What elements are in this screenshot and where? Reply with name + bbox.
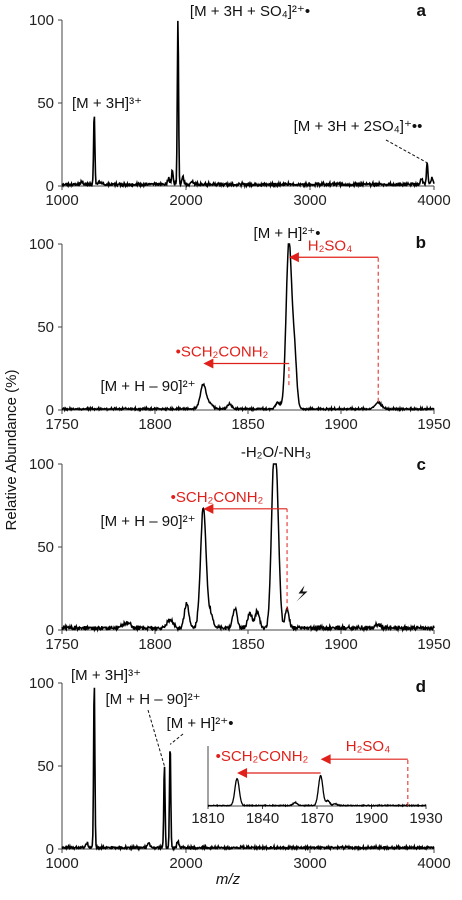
panel-b-y-tick-label: 0 xyxy=(46,402,54,419)
inset-x-tick-label: 1810 xyxy=(191,810,224,827)
panel-b-x-tick-label: 1750 xyxy=(45,416,78,433)
panel-b-label-m90: [M + H – 90]²⁺ xyxy=(100,378,195,395)
panel-c-lightning-icon xyxy=(296,585,308,602)
panel-a: 1000 2000 3000 4000 0 50 100 a [M + 3H + SO₄]²⁺•… xyxy=(29,1,451,209)
panel-b-label-mh: [M + H]²⁺• xyxy=(254,225,321,242)
panel-a-x-tick-label: 1000 xyxy=(45,192,78,209)
panel-d-y-tick-label: 0 xyxy=(46,841,54,858)
panel-a-label-sulfate: [M + 3H + SO₄]²⁺• xyxy=(190,3,310,20)
panel-d-leader-mh xyxy=(169,733,184,745)
panel-c-label-m90: [M + H – 90]²⁺ xyxy=(100,513,195,530)
inset-h2so4-label: H₂SO₄ xyxy=(346,738,390,755)
panel-c-sch-arrow-head xyxy=(203,503,214,514)
panel-d-x-tick-label: 2000 xyxy=(169,855,202,872)
panel-d-leader-m90 xyxy=(147,709,165,767)
panel-b-h2so4-arrow-label: H₂SO₄ xyxy=(308,237,352,254)
panel-c-x-tick-label: 1750 xyxy=(45,636,78,653)
panel-d: 1000 2000 3000 4000 0 50 100 d [M + 3H]³⁺ [M + H … xyxy=(29,667,451,872)
panel-d-y-tick-label: 50 xyxy=(37,758,54,775)
panel-a-y-tick-label: 0 xyxy=(46,178,54,195)
panel-b-x-tick-label: 1950 xyxy=(417,416,450,433)
panel-d-letter: d xyxy=(416,677,426,696)
inset-x-tick-label: 1870 xyxy=(300,810,333,827)
panel-c-x-tick-label: 1800 xyxy=(138,636,171,653)
panel-c-y-tick-label: 100 xyxy=(29,456,54,473)
panel-a-y-tick-label: 100 xyxy=(29,12,54,29)
panel-d-spectrum xyxy=(61,687,435,852)
panel-b-x-tick-label: 1900 xyxy=(324,416,357,433)
panel-d-label-mh: [M + H]²⁺• xyxy=(167,715,234,732)
panel-c: 1750 1800 1850 1900 1950 0 50 100 c -H₂O/-NH₃ [M +… xyxy=(29,444,451,653)
inset-x-tick-label: 1840 xyxy=(246,810,279,827)
panel-b-spectrum xyxy=(61,243,435,413)
panel-a-x-tick-label: 4000 xyxy=(417,192,450,209)
panel-c-spectrum xyxy=(61,463,435,633)
inset-spectrum xyxy=(207,774,427,808)
panel-d-y-tick-label: 100 xyxy=(29,675,54,692)
panel-a-spectrum xyxy=(61,20,435,190)
panel-c-sch-arrow-label: •SCH₂CONH₂ xyxy=(171,489,264,506)
inset-h2so4-head xyxy=(320,754,331,765)
y-axis-title: Relative Abundance (%) xyxy=(3,370,20,531)
panel-c-y-tick-label: 50 xyxy=(37,539,54,556)
panel-d-label-3h: [M + 3H]³⁺ xyxy=(71,667,141,684)
panel-b-h2so4-arrow-head xyxy=(288,252,299,263)
panel-b-letter: b xyxy=(416,233,426,252)
panel-b-sch-arrow-head xyxy=(203,358,214,369)
panel-a-label-3h: [M + 3H]³⁺ xyxy=(72,95,142,112)
panel-a-x-tick-label: 3000 xyxy=(293,192,326,209)
panel-a-y-tick-label: 50 xyxy=(37,95,54,112)
panel-c-x-tick-label: 1950 xyxy=(417,636,450,653)
panel-b-x-tick-label: 1850 xyxy=(231,416,264,433)
panel-c-label-water: -H₂O/-NH₃ xyxy=(241,444,311,461)
panel-c-letter: c xyxy=(417,455,426,474)
panel-b-y-tick-label: 50 xyxy=(37,319,54,336)
panel-b-sch-arrow-label: •SCH₂CONH₂ xyxy=(176,344,269,361)
panel-b: 1750 1800 1850 1900 1950 0 50 100 b [M + H]²⁺• [M … xyxy=(29,225,451,433)
panel-c-y-tick-label: 0 xyxy=(46,622,54,639)
inset-x-tick-label: 1900 xyxy=(355,810,388,827)
panel-c-x-tick-label: 1900 xyxy=(324,636,357,653)
panel-a-letter: a xyxy=(417,1,427,20)
inset-sch-label: •SCH₂CONH₂ xyxy=(216,748,309,765)
panel-a-label-2so4: [M + 3H + 2SO₄]⁺•• xyxy=(294,118,423,135)
panel-d-x-tick-label: 3000 xyxy=(293,855,326,872)
panel-b-x-tick-label: 1800 xyxy=(138,416,171,433)
inset-sch-head xyxy=(237,768,248,778)
panel-d-x-tick-label: 1000 xyxy=(45,855,78,872)
panel-a-x-tick-label: 2000 xyxy=(169,192,202,209)
panel-a-leader xyxy=(385,139,428,164)
x-axis-title: m/z xyxy=(216,871,241,888)
panel-d-x-tick-label: 4000 xyxy=(417,855,450,872)
panel-c-x-tick-label: 1850 xyxy=(231,636,264,653)
panel-d-inset: 1810 1840 1870 1900 1930 H₂SO₄ •SCH₂CONH₂ xyxy=(191,738,442,827)
panel-b-y-tick-label: 100 xyxy=(29,236,54,253)
panel-d-label-m90: [M + H – 90]²⁺ xyxy=(105,691,200,708)
inset-x-tick-label: 1930 xyxy=(409,810,442,827)
